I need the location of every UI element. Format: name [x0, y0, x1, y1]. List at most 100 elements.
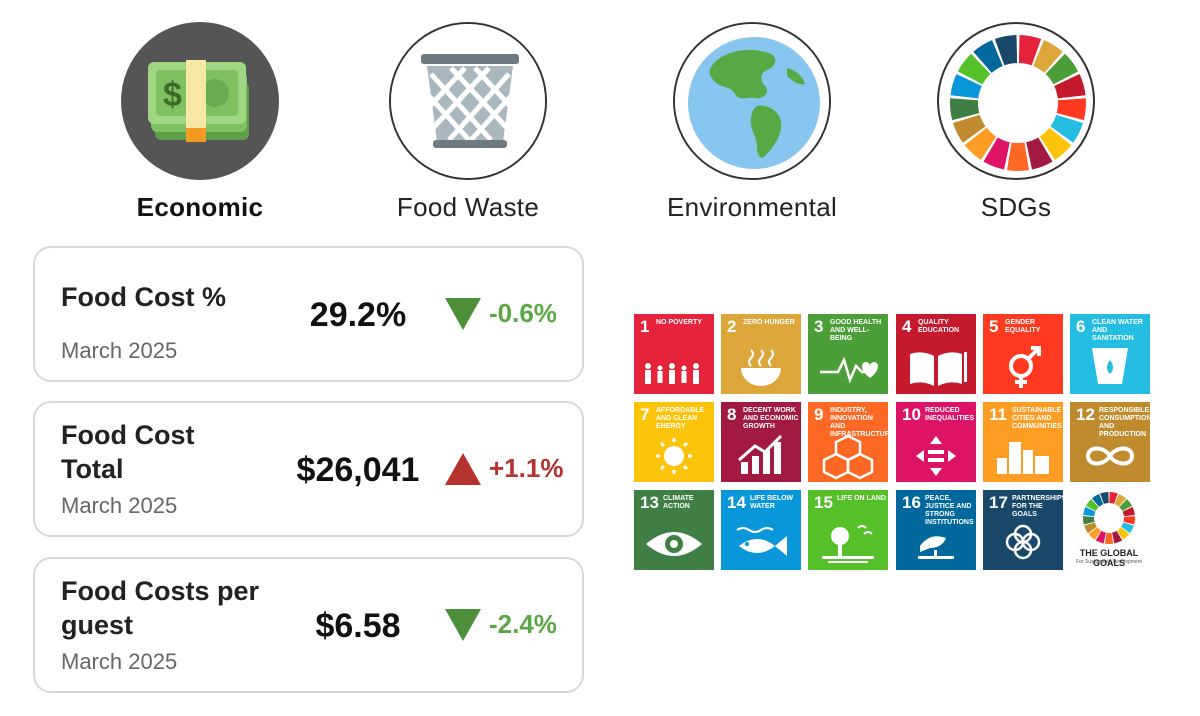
tab-environmental[interactable]: Environmental — [632, 22, 872, 232]
sdg-wheel-icon — [937, 22, 1095, 180]
global-goals-title: THE GLOBAL GOALS — [1079, 548, 1139, 568]
sdg-number: 4 — [902, 317, 912, 336]
sdg-number: 12 — [1076, 405, 1095, 424]
tab-label: SDGs — [980, 192, 1052, 222]
global-goals-subtitle: For Sustainable Development — [1076, 559, 1142, 565]
sdg-16-icon — [918, 536, 954, 559]
kpi-change-value: -2.4% — [489, 609, 557, 639]
sdg-12-icon — [1085, 446, 1135, 466]
sdg-tile-4: 4 Quality Education — [896, 314, 976, 394]
sdg-13-icon — [646, 532, 702, 556]
sdg-tile-16: 16 Peace, Justice and Strong Institutions — [896, 490, 976, 570]
globe-icon — [673, 22, 831, 180]
sdg-tile-7: 7 Affordable and Clean Energy — [634, 402, 714, 482]
sdg-grid: 1 No Poverty 2 Zero Hunger 3 Good Health and … — [634, 314, 1150, 570]
sdg-name: Industry, Innovation and Infrastructure — [830, 407, 888, 438]
sdg-number: 15 — [814, 493, 833, 512]
global-goals-logo: THE GLOBAL GOALS For Sustainable Develop… — [1068, 490, 1150, 570]
sdg-15-icon — [822, 525, 874, 563]
sdg-14-icon — [736, 527, 787, 556]
sdg-7-icon — [656, 438, 692, 474]
kpi-title: Food Costs per guest — [61, 576, 260, 640]
sdg-name: Responsible Consumption and Production — [1099, 407, 1150, 438]
sdg-1-icon — [645, 363, 699, 384]
sdg-tile-5: 5 Gender Equality — [983, 314, 1063, 394]
tab-label: Food Waste — [396, 192, 540, 222]
sdg-name: Decent Work and Economic Growth — [743, 407, 799, 430]
sdg-name: Clean Water and Sanitation — [1092, 319, 1143, 342]
sdg-number: 7 — [640, 405, 650, 424]
sdg-number: 2 — [727, 317, 737, 336]
sdg-number: 17 — [989, 493, 1008, 512]
kpi-change: -2.4% — [445, 605, 585, 645]
sdg-tile-12: 12 Responsible Consumption and Production — [1070, 402, 1150, 482]
sdg-number: 10 — [902, 405, 921, 424]
kpi-change: -0.6% — [445, 294, 585, 334]
triangle-down-icon — [445, 609, 481, 641]
tab-economic[interactable]: $ Economic — [80, 22, 320, 232]
sdg-name: Life Below Water — [750, 495, 794, 510]
sdg-4-icon — [910, 352, 967, 386]
sdg-name: Quality Education — [918, 319, 960, 334]
sdg-tile-3: 3 Good Health and Well-Being — [808, 314, 888, 394]
sdg-tile-17: 17 Partnerships for the Goals — [983, 490, 1063, 570]
sdg-name: Reduced Inequalities — [925, 407, 975, 422]
sdg-tile-11: 11 Sustainable Cities and Communities — [983, 402, 1063, 482]
sdg-tile-6: 6 Clean Water and Sanitation — [1070, 314, 1150, 394]
kpi-card-food-cost-percent[interactable]: Food Cost % March 2025 29.2% -0.6% — [33, 246, 584, 382]
kpi-title: Food Cost Total — [61, 420, 195, 484]
sdg-number: 9 — [814, 405, 824, 424]
sdg-17-icon — [1005, 524, 1041, 560]
sdg-9-icon — [822, 434, 874, 480]
sdg-tile-15: 15 Life On Land — [808, 490, 888, 570]
triangle-up-icon — [445, 453, 481, 485]
sdg-number: 3 — [814, 317, 824, 336]
kpi-change: +1.1% — [445, 449, 585, 489]
sdg-tile-1: 1 No Poverty — [634, 314, 714, 394]
sdg-number: 1 — [640, 317, 650, 336]
sdg-number: 16 — [902, 493, 921, 512]
sdg-number: 8 — [727, 405, 737, 424]
sdg-6-icon — [1092, 348, 1128, 384]
kpi-value: 29.2% — [309, 296, 407, 334]
sdg-number: 13 — [640, 493, 659, 512]
kpi-value: $26,041 — [296, 451, 420, 489]
sdg-8-icon — [738, 434, 783, 474]
kpi-card-food-costs-per-guest[interactable]: Food Costs per guest March 2025 $6.58 -2… — [33, 557, 584, 693]
sdg-name: No Poverty — [656, 319, 702, 326]
tab-food-waste[interactable]: Food Waste — [348, 22, 588, 232]
kpi-date: March 2025 — [61, 493, 178, 518]
sdg-name: Gender Equality — [1005, 319, 1041, 334]
svg-text:$: $ — [163, 76, 182, 114]
sdg-5-icon — [1009, 346, 1041, 388]
sdg-name: Peace, Justice and Strong Institutions — [925, 495, 974, 526]
sdg-tile-10: 10 Reduced Inequalities — [896, 402, 976, 482]
kpi-date: March 2025 — [61, 649, 178, 674]
sdg-number: 14 — [727, 493, 746, 512]
sdg-name: Good Health and Well-Being — [830, 319, 882, 342]
tab-label: Economic — [136, 192, 264, 222]
sdg-10-icon — [916, 436, 956, 476]
sdg-tile-2: 2 Zero Hunger — [721, 314, 801, 394]
kpi-change-value: +1.1% — [489, 453, 564, 483]
sdg-number: 6 — [1076, 317, 1086, 336]
sdg-tile-14: 14 Life Below Water — [721, 490, 801, 570]
kpi-title: Food Cost % — [61, 282, 226, 312]
sdg-tile-8: 8 Decent Work and Economic Growth — [721, 402, 801, 482]
sdg-name: Zero Hunger — [743, 319, 795, 326]
kpi-card-food-cost-total[interactable]: Food Cost Total March 2025 $26,041 +1.1% — [33, 401, 584, 537]
triangle-down-icon — [445, 298, 481, 330]
sdg-tile-9: 9 Industry, Innovation and Infrastructure — [808, 402, 888, 482]
sdg-number: 11 — [989, 405, 1007, 424]
kpi-date: March 2025 — [61, 338, 178, 363]
tab-sdgs[interactable]: SDGs — [896, 22, 1136, 232]
tab-label: Environmental — [666, 192, 838, 222]
sdg-11-icon — [997, 442, 1049, 474]
sdg-2-icon — [741, 349, 781, 386]
sdg-wheel-icon — [1082, 492, 1136, 545]
sdg-name: Climate Action — [663, 495, 694, 510]
sdg-name: Life On Land — [837, 495, 886, 502]
kpi-change-value: -0.6% — [489, 298, 557, 328]
waste-basket-icon — [389, 22, 547, 180]
sdg-name: Partnerships for the Goals — [1012, 495, 1063, 518]
